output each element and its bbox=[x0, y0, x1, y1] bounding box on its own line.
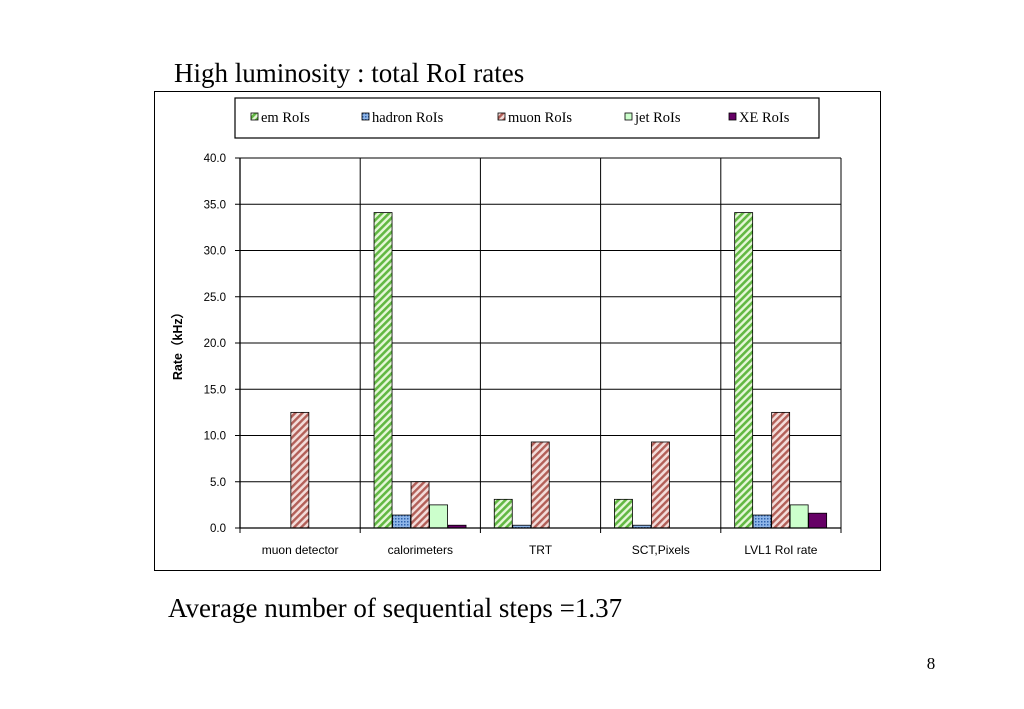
legend-swatch bbox=[361, 112, 370, 121]
bar bbox=[373, 212, 393, 529]
y-tick-label: 15.0 bbox=[204, 384, 226, 396]
bar bbox=[808, 512, 828, 529]
bar bbox=[429, 504, 448, 529]
bar bbox=[752, 514, 772, 529]
bar bbox=[789, 504, 809, 529]
slide-title: High luminosity : total RoI rates bbox=[174, 58, 525, 88]
y-tick-label: 40.0 bbox=[204, 153, 226, 165]
y-tick-label: 35.0 bbox=[204, 199, 226, 211]
bar bbox=[771, 411, 791, 529]
y-axis-title: Rate（kHz） bbox=[170, 306, 185, 380]
legend-box bbox=[234, 97, 820, 139]
legend-label: jet RoIs bbox=[634, 110, 681, 126]
legend-swatch bbox=[497, 112, 506, 121]
bar-chart: em RoIs hadron RoIs muon RoIs jet RoIs XE Ro… bbox=[170, 97, 842, 557]
x-tick-label: LVL1 RoI rate bbox=[744, 543, 817, 557]
legend-label: XE RoIs bbox=[739, 110, 790, 126]
page-number: 8 bbox=[926, 654, 936, 673]
bar bbox=[530, 441, 550, 529]
bar bbox=[734, 212, 754, 529]
x-tick-label: muon detector bbox=[262, 543, 339, 557]
y-tick-label: 5.0 bbox=[210, 477, 226, 489]
legend-label: em RoIs bbox=[261, 110, 310, 126]
slide-footer: Average number of sequential steps =1.37 bbox=[168, 593, 623, 623]
legend-label: muon RoIs bbox=[508, 110, 572, 126]
legend-swatch bbox=[624, 112, 633, 121]
bar bbox=[290, 411, 310, 529]
chart-frame: em RoIs hadron RoIs muon RoIs jet RoIs XE Ro… bbox=[154, 91, 881, 571]
bar bbox=[614, 498, 633, 529]
x-tick-label: SCT,Pixels bbox=[632, 543, 690, 557]
y-tick-label: 10.0 bbox=[204, 431, 226, 443]
y-tick-label: 30.0 bbox=[204, 246, 226, 258]
legend-swatch bbox=[250, 112, 259, 121]
bar bbox=[392, 514, 411, 529]
bar bbox=[493, 498, 513, 529]
legend-swatch bbox=[728, 112, 737, 121]
y-tick-label: 25.0 bbox=[204, 292, 226, 304]
bar bbox=[410, 481, 430, 529]
x-tick-label: calorimeters bbox=[388, 543, 453, 557]
y-tick-label: 0.0 bbox=[210, 523, 226, 535]
x-tick-label: TRT bbox=[529, 543, 553, 557]
bar bbox=[651, 441, 670, 529]
y-tick-label: 20.0 bbox=[204, 338, 226, 350]
legend-label: hadron RoIs bbox=[372, 110, 444, 126]
